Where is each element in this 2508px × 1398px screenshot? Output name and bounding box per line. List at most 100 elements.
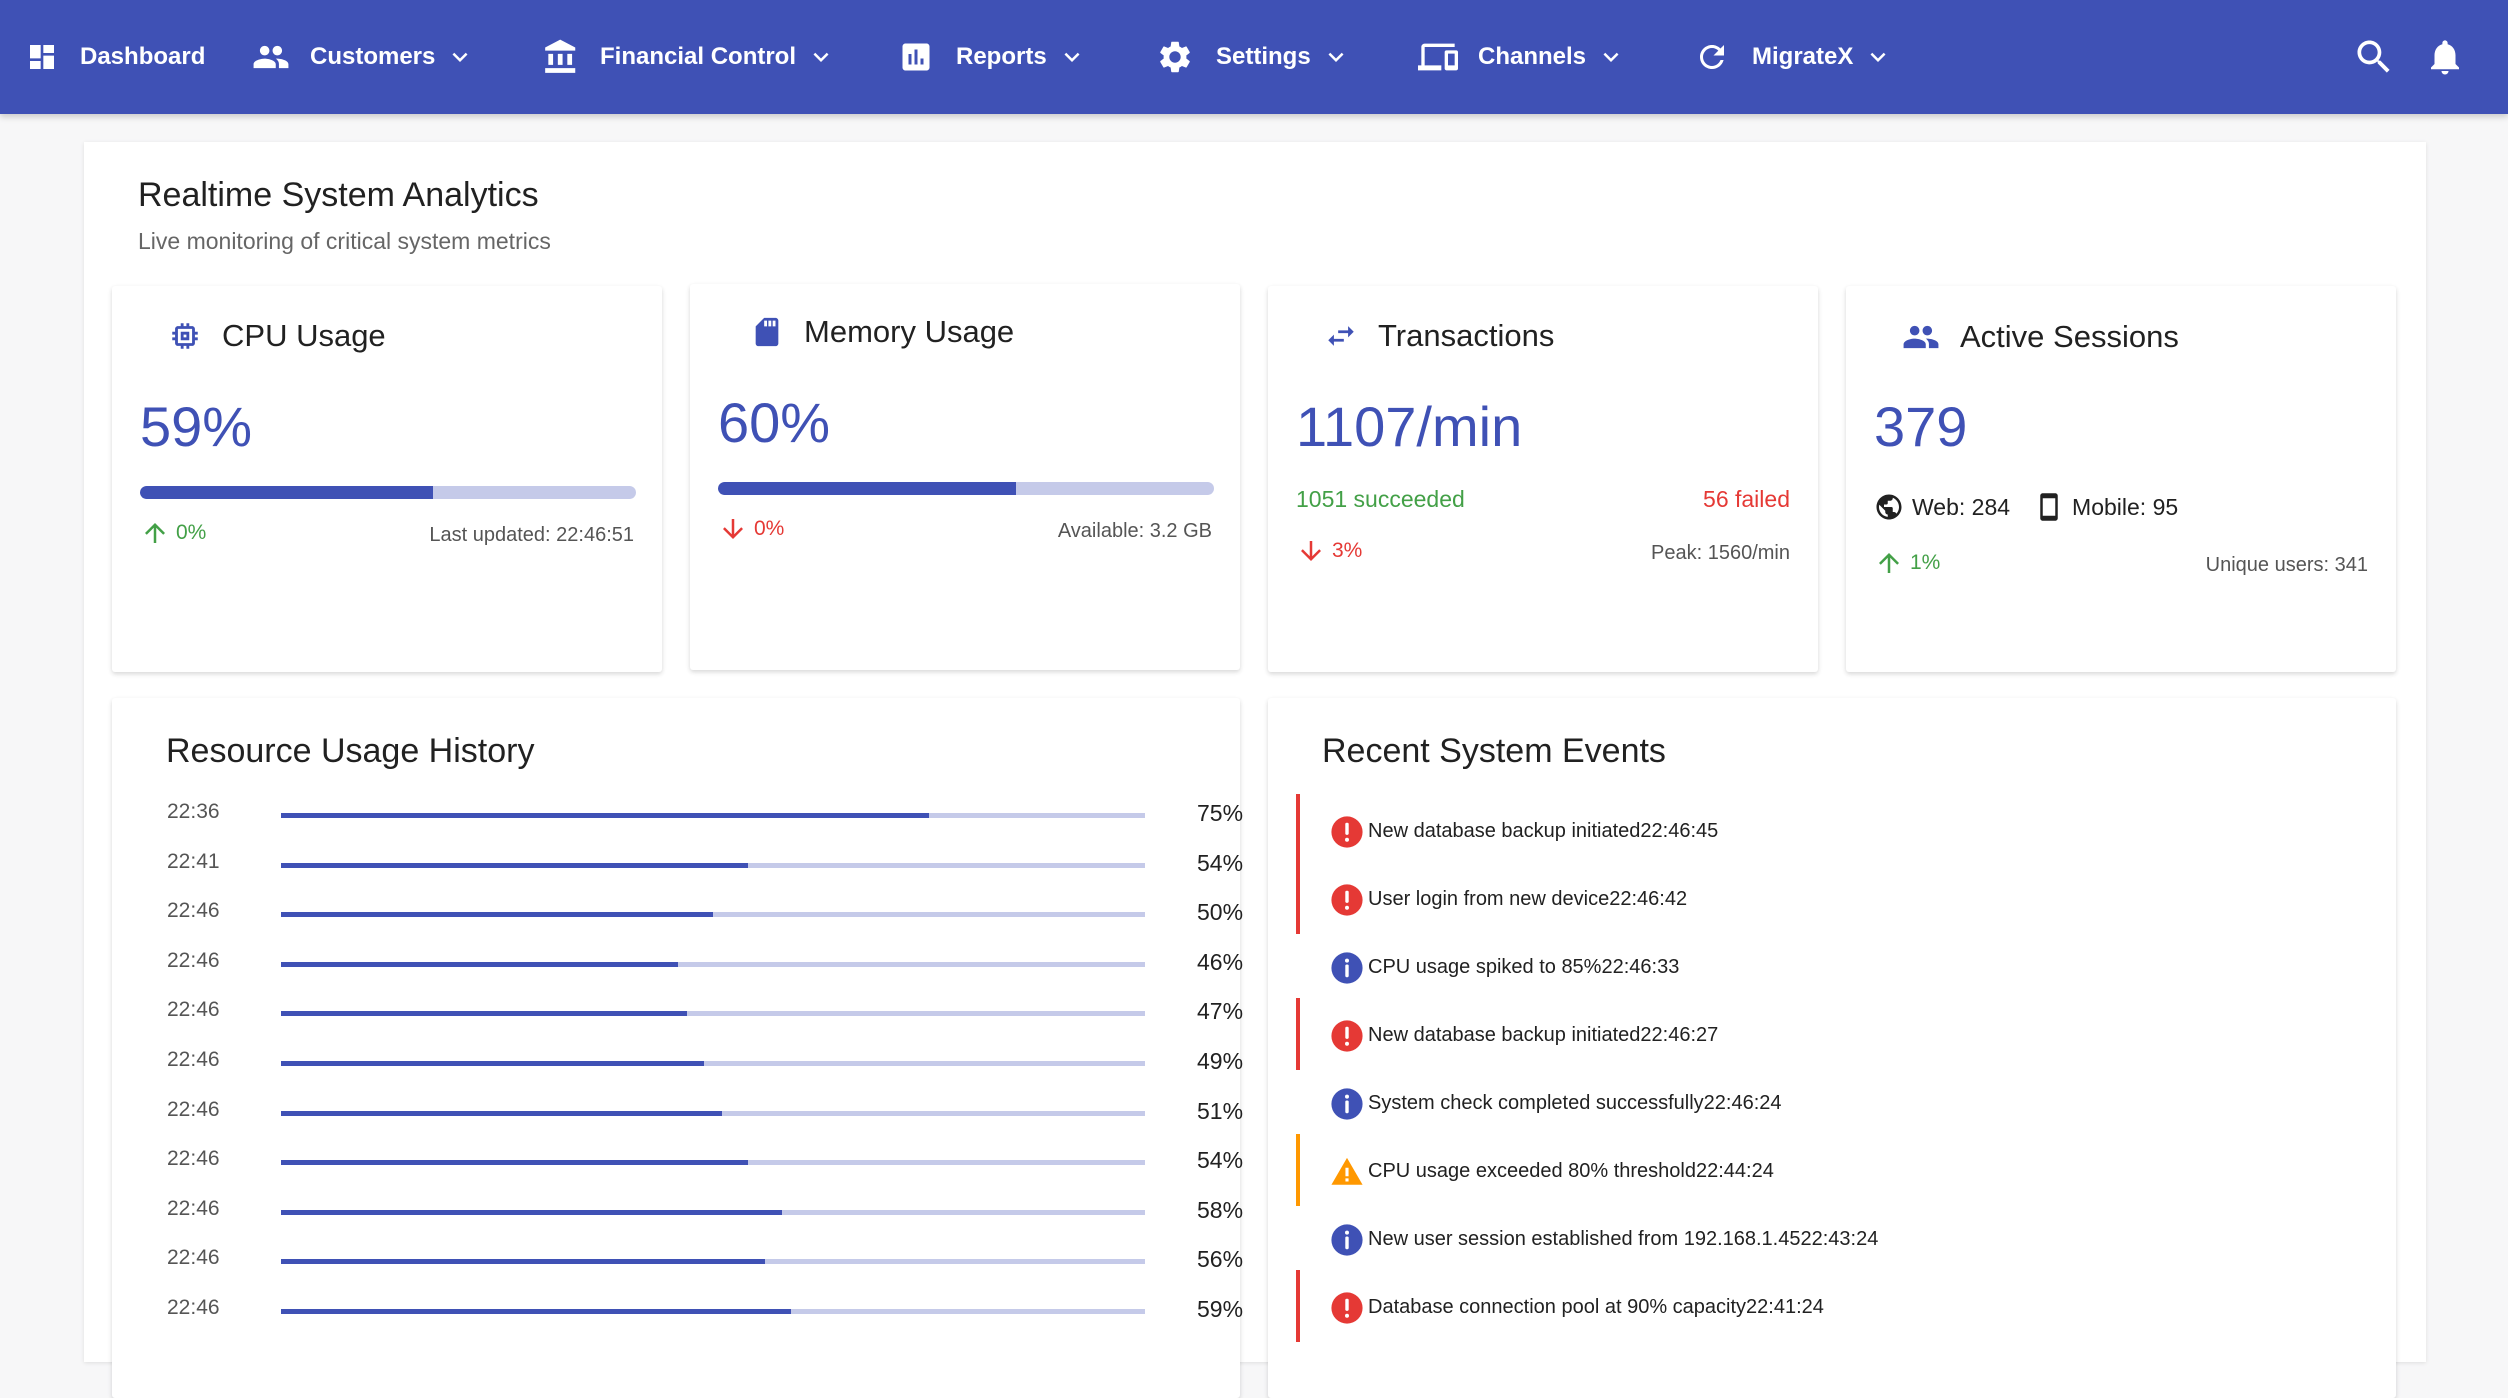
history-bar-track bbox=[281, 1110, 1145, 1116]
sessions-card-header: Active Sessions bbox=[1902, 318, 2179, 356]
transactions-failed: 56 failed bbox=[1703, 486, 1790, 512]
history-bar-track bbox=[281, 912, 1145, 918]
info-icon bbox=[1331, 1088, 1363, 1120]
transactions-succeeded: 1051 succeeded bbox=[1296, 486, 1465, 512]
history-bar-track bbox=[281, 1309, 1145, 1314]
sessions-trend: 1% bbox=[1874, 548, 1940, 578]
history-time: 22:46 bbox=[167, 1196, 220, 1220]
event-severity-stripe bbox=[1296, 1202, 1300, 1274]
history-bar-track bbox=[281, 961, 1145, 967]
memory-card-title: Memory Usage bbox=[804, 314, 1015, 349]
history-row: 22:36 75% bbox=[167, 800, 1247, 830]
history-bar-track bbox=[281, 862, 1145, 868]
arrow-down-icon bbox=[723, 519, 743, 539]
memory-progress-bar bbox=[718, 482, 1214, 495]
transactions-card-header: Transactions bbox=[1324, 318, 1554, 354]
history-time: 22:46 bbox=[167, 1296, 220, 1319]
active-sessions-card: Active Sessions 379 Web: 284 Mobile: 95 … bbox=[1846, 286, 2396, 672]
nav-settings-label: Settings bbox=[1216, 43, 1311, 70]
history-bar-fill bbox=[281, 1209, 783, 1215]
transactions-card: Transactions 1107/min 1051 succeeded 56 … bbox=[1268, 286, 1818, 672]
history-bar-fill bbox=[281, 813, 929, 818]
nav-dashboard-label: Dashboard bbox=[80, 43, 206, 70]
chevron-down-icon bbox=[1064, 52, 1080, 62]
recent-events-card: Recent System Events New database backup… bbox=[1268, 698, 2396, 1398]
event-text: CPU usage spiked to 85%22:46:33 bbox=[1368, 956, 1680, 978]
history-value: 75% bbox=[1197, 800, 1244, 826]
sessions-trend-value: 1% bbox=[1910, 551, 1941, 574]
resource-history-card: Resource Usage History 22:36 75% 22:41 54% 2… bbox=[112, 698, 1244, 1398]
nav-reports[interactable]: Reports bbox=[898, 0, 1087, 114]
sessions-card-title: Active Sessions bbox=[1960, 319, 2179, 354]
nav-customers[interactable]: Customers bbox=[252, 0, 475, 114]
history-row: 22:46 59% bbox=[167, 1296, 1247, 1326]
event-severity-stripe bbox=[1296, 998, 1300, 1070]
cpu-trend-value: 0% bbox=[176, 521, 207, 544]
history-bar-fill bbox=[281, 1160, 748, 1166]
memory-available: Available: 3.2 GB bbox=[1057, 520, 1212, 542]
transactions-peak: Peak: 1560/min bbox=[1651, 542, 1790, 564]
history-time: 22:41 bbox=[167, 849, 220, 873]
sessions-unique-users: Unique users: 341 bbox=[2205, 554, 2368, 576]
resource-history-title: Resource Usage History bbox=[166, 732, 535, 770]
cpu-chip-icon bbox=[172, 323, 198, 349]
event-text: New user session established from 192.16… bbox=[1368, 1228, 1879, 1250]
history-row: 22:46 58% bbox=[167, 1197, 1247, 1227]
history-value: 59% bbox=[1197, 1296, 1244, 1322]
history-row: 22:46 50% bbox=[167, 899, 1247, 929]
event-severity-stripe bbox=[1296, 1134, 1300, 1206]
chevron-down-icon bbox=[1870, 52, 1886, 62]
memory-trend: 0% bbox=[718, 514, 784, 544]
bell-icon[interactable] bbox=[2424, 36, 2466, 78]
page-subtitle: Live monitoring of critical system metri… bbox=[138, 228, 551, 254]
event-text: User login from new device22:46:42 bbox=[1368, 888, 1688, 910]
history-bar-track bbox=[281, 1259, 1145, 1265]
history-bar-fill bbox=[281, 961, 679, 967]
nav-channels[interactable]: Channels bbox=[1418, 0, 1626, 114]
nav-financial-label: Financial Control bbox=[600, 43, 797, 70]
history-row: 22:46 51% bbox=[167, 1098, 1247, 1128]
event-text: Database connection pool at 90% capacity… bbox=[1368, 1296, 1824, 1318]
nav-financial-control[interactable]: Financial Control bbox=[542, 0, 836, 114]
chevron-down-icon bbox=[452, 52, 468, 62]
top-nav-bar: Dashboard Customers Financial Control Re… bbox=[0, 0, 2508, 114]
nav-channels-label: Channels bbox=[1478, 43, 1587, 70]
gear-icon bbox=[1160, 41, 1190, 73]
history-bar-fill bbox=[281, 1061, 705, 1066]
nav-customers-label: Customers bbox=[310, 43, 436, 70]
history-row: 22:46 54% bbox=[167, 1147, 1247, 1177]
cpu-trend: 0% bbox=[140, 518, 206, 548]
history-value: 54% bbox=[1197, 849, 1244, 876]
history-value: 47% bbox=[1197, 998, 1244, 1025]
history-value: 56% bbox=[1197, 1246, 1244, 1273]
history-time: 22:46 bbox=[167, 1048, 220, 1071]
search-icon[interactable] bbox=[2352, 35, 2396, 79]
globe-icon bbox=[1876, 494, 1902, 520]
nav-migratex[interactable]: MigrateX bbox=[1694, 0, 1893, 114]
sessions-web: Web: 284 bbox=[1912, 493, 2011, 520]
sd-card-icon bbox=[755, 317, 779, 347]
info-icon bbox=[1331, 1224, 1363, 1256]
history-value: 50% bbox=[1197, 899, 1244, 926]
history-bar-track bbox=[281, 813, 1145, 818]
page-title: Realtime System Analytics bbox=[138, 176, 539, 214]
arrow-up-icon bbox=[145, 523, 165, 543]
history-bar-track bbox=[281, 1011, 1145, 1017]
event-text: CPU usage exceeded 80% threshold22:44:24 bbox=[1368, 1160, 1774, 1182]
history-row: 22:46 46% bbox=[167, 949, 1247, 979]
history-row: 22:46 49% bbox=[167, 1048, 1247, 1078]
transactions-card-title: Transactions bbox=[1378, 318, 1555, 353]
nav-dashboard[interactable]: Dashboard bbox=[26, 0, 205, 114]
chevron-down-icon bbox=[1603, 52, 1619, 62]
event-severity-stripe bbox=[1296, 930, 1300, 1002]
nav-settings[interactable]: Settings bbox=[1156, 0, 1351, 114]
history-bar-track bbox=[281, 1061, 1145, 1066]
event-text: System check completed successfully22:46… bbox=[1368, 1092, 1782, 1114]
chevron-down-icon bbox=[1328, 52, 1344, 62]
error-icon bbox=[1331, 1292, 1363, 1324]
history-time: 22:46 bbox=[167, 1097, 220, 1121]
history-row: 22:46 47% bbox=[167, 998, 1247, 1028]
refresh-icon bbox=[1700, 45, 1724, 69]
people-icon bbox=[253, 45, 289, 69]
history-time: 22:46 bbox=[167, 998, 220, 1022]
